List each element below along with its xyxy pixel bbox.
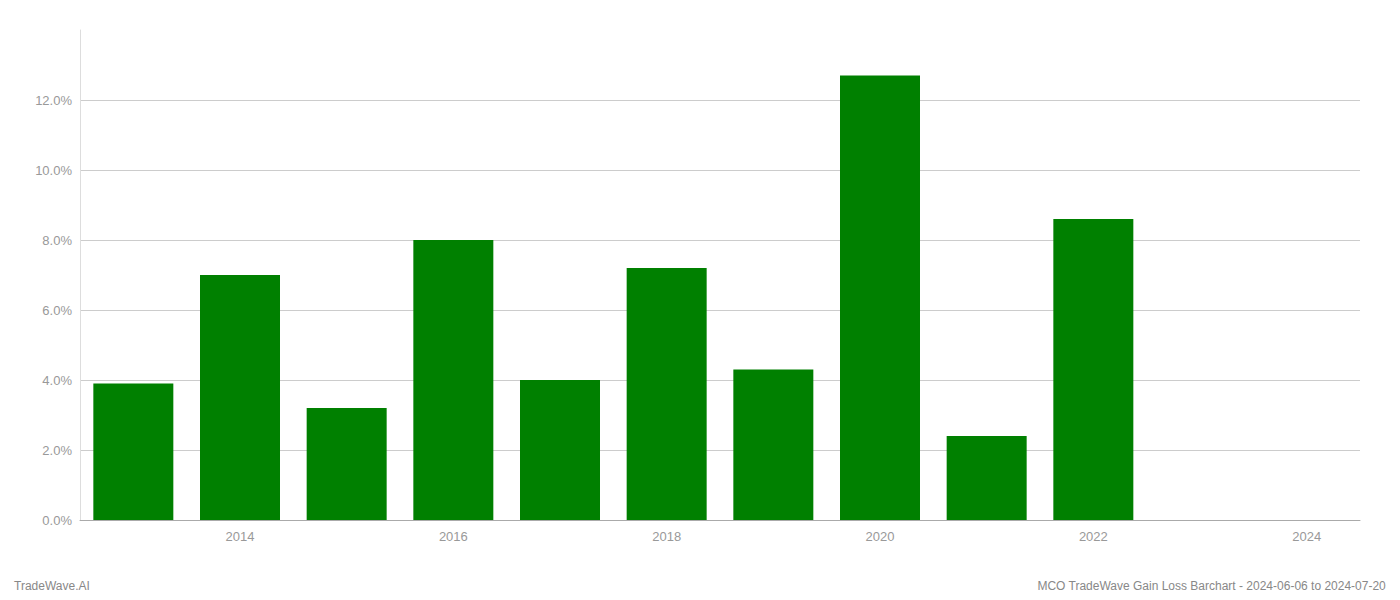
- svg-text:8.0%: 8.0%: [42, 233, 72, 248]
- svg-text:TradeWave.AI: TradeWave.AI: [14, 579, 90, 593]
- svg-text:2018: 2018: [652, 529, 681, 544]
- svg-text:0.0%: 0.0%: [42, 513, 72, 528]
- svg-text:12.0%: 12.0%: [35, 93, 72, 108]
- svg-text:2022: 2022: [1079, 529, 1108, 544]
- svg-text:6.0%: 6.0%: [42, 303, 72, 318]
- svg-text:2014: 2014: [226, 529, 255, 544]
- svg-text:2.0%: 2.0%: [42, 443, 72, 458]
- svg-text:2016: 2016: [439, 529, 468, 544]
- svg-text:10.0%: 10.0%: [35, 163, 72, 178]
- svg-text:2020: 2020: [866, 529, 895, 544]
- svg-text:2024: 2024: [1292, 529, 1321, 544]
- svg-text:MCO TradeWave Gain Loss Barcha: MCO TradeWave Gain Loss Barchart - 2024-…: [1037, 579, 1386, 593]
- svg-text:4.0%: 4.0%: [42, 373, 72, 388]
